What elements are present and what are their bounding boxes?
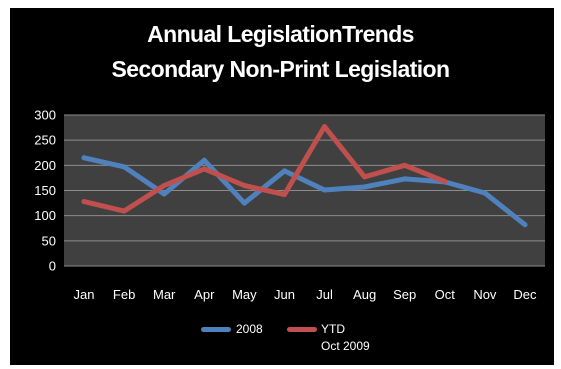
data-point-2008-feb	[121, 164, 127, 170]
x-tick-label: Aug	[353, 287, 376, 302]
data-point-ytd-feb	[121, 208, 127, 214]
x-tick-label: Jan	[74, 287, 95, 302]
x-tick-label: Apr	[194, 287, 215, 302]
data-point-2008-may	[241, 200, 247, 206]
data-point-ytd-may	[241, 182, 247, 188]
data-point-2008-jul	[322, 187, 328, 193]
x-tick-label: Mar	[153, 287, 176, 302]
series-line-ytd	[81, 124, 448, 214]
chart-title: Annual LegislationTrends	[147, 21, 414, 47]
data-point-2008-nov	[482, 190, 488, 196]
data-point-2008-dec	[522, 222, 528, 228]
legend-label-ytd-line1: YTD	[321, 322, 345, 336]
x-tick-label: Sep	[393, 287, 416, 302]
y-tick-label: 300	[34, 108, 56, 123]
y-tick-label: 50	[42, 233, 56, 248]
data-point-2008-jun	[281, 168, 287, 174]
x-tick-label: May	[232, 287, 257, 302]
y-tick-label: 150	[34, 183, 56, 198]
data-point-ytd-aug	[362, 174, 368, 180]
y-tick-label: 0	[49, 259, 56, 274]
legend-label-ytd-line2: Oct 2009	[321, 339, 370, 353]
data-point-ytd-apr	[201, 166, 207, 172]
data-point-ytd-oct	[442, 178, 448, 184]
data-point-2008-sep	[402, 176, 408, 182]
legend-label-2008: 2008	[236, 322, 263, 336]
x-tick-label: Oct	[435, 287, 456, 302]
x-tick-label: Jun	[274, 287, 295, 302]
x-tick-label: Nov	[473, 287, 497, 302]
legend-swatch-2008	[201, 327, 231, 332]
x-tick-label: Dec	[513, 287, 537, 302]
data-point-2008-apr	[201, 157, 207, 163]
data-point-ytd-mar	[161, 182, 167, 188]
data-point-2008-mar	[161, 191, 167, 197]
legend-swatch-ytd	[287, 327, 317, 332]
data-point-2008-aug	[362, 184, 368, 190]
data-point-ytd-jan	[81, 199, 87, 205]
data-point-ytd-jun	[281, 192, 287, 198]
chart-subtitle: Secondary Non-Print Legislation	[111, 56, 451, 82]
x-tick-label: Feb	[113, 287, 135, 302]
y-tick-label: 250	[34, 133, 56, 148]
y-tick-label: 200	[34, 158, 56, 173]
data-point-2008-jan	[81, 155, 87, 161]
data-point-ytd-jul	[322, 124, 328, 130]
y-tick-label: 100	[34, 208, 56, 223]
data-point-ytd-sep	[402, 162, 408, 168]
x-tick-label: Jul	[316, 287, 333, 302]
